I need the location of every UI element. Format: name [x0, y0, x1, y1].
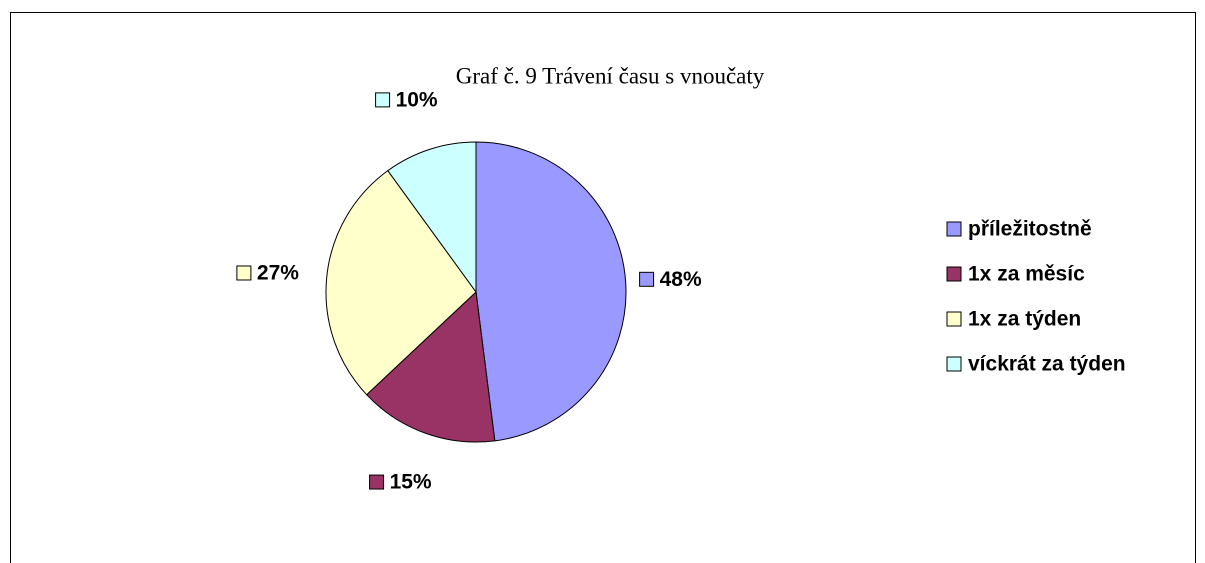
data-label: 48% [660, 268, 702, 291]
data-label: 10% [396, 88, 438, 111]
legend-key [946, 221, 962, 237]
legend-label: 1x za týden [968, 308, 1081, 331]
label-key [236, 265, 252, 281]
pie-slice [325, 169, 477, 396]
label-key [375, 92, 391, 108]
legend-label: víckrát za týden [968, 353, 1126, 376]
data-label: 15% [390, 471, 432, 494]
chart-title: Graf č. 9 Trávení času s vnoučaty [456, 63, 765, 88]
legend-key [946, 266, 962, 282]
label-key [639, 271, 655, 287]
chart-frame [10, 12, 1196, 563]
pie-slice [387, 141, 477, 294]
label-key [369, 474, 385, 490]
pie-slice [365, 290, 496, 443]
pie-slice [475, 141, 627, 442]
legend-key [946, 356, 962, 372]
data-label: 27% [257, 262, 299, 285]
legend-label: příležitostně [968, 218, 1092, 241]
legend-label: 1x za měsíc [968, 263, 1085, 286]
legend-key [946, 311, 962, 327]
